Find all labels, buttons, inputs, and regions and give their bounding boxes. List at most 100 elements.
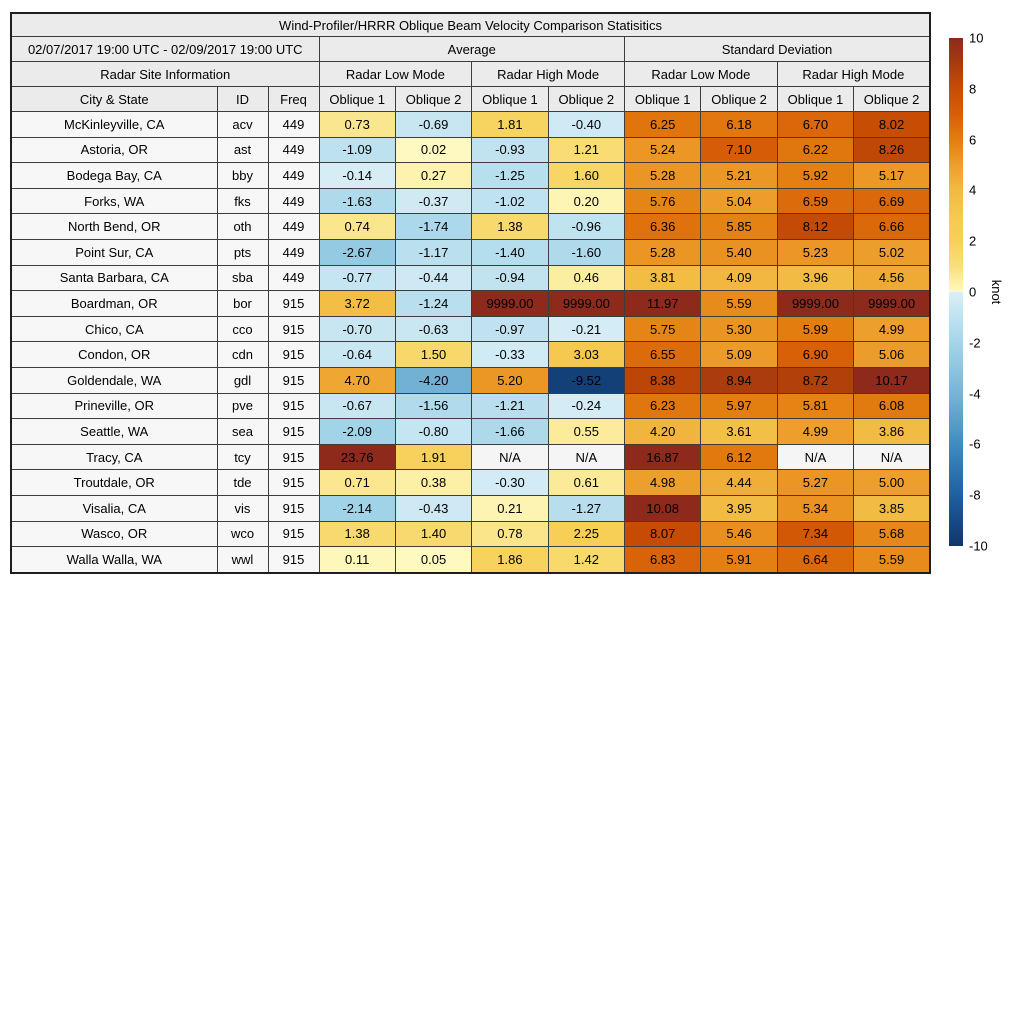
value-cell: 5.92 xyxy=(776,162,855,189)
city-cell: Wasco, OR xyxy=(10,520,218,548)
freq-cell: 449 xyxy=(267,213,320,240)
site-id-cell: wco xyxy=(216,520,269,548)
value-cell: -2.14 xyxy=(318,494,396,522)
value-cell: -1.56 xyxy=(394,392,473,420)
value-cell: 5.23 xyxy=(776,238,855,266)
value-cell: 5.91 xyxy=(700,546,778,574)
freq-cell: 915 xyxy=(267,392,320,420)
city-cell: Forks, WA xyxy=(10,187,218,215)
value-cell: 3.81 xyxy=(623,264,702,292)
freq-cell: 449 xyxy=(267,187,320,215)
freq-cell: 915 xyxy=(267,290,320,317)
value-cell: 0.78 xyxy=(471,520,549,548)
value-cell: 5.34 xyxy=(776,494,855,522)
colorbar-tick-label: -8 xyxy=(969,487,981,503)
col-header-oblique: Oblique 1 xyxy=(471,86,549,112)
value-cell: 0.05 xyxy=(394,546,473,574)
value-cell: 5.09 xyxy=(700,341,778,368)
site-id-cell: acv xyxy=(216,111,269,138)
value-cell: 8.12 xyxy=(776,213,855,240)
value-cell: 0.27 xyxy=(394,162,473,189)
table-row: Condon, OR cdn 915 -0.64 1.50 -0.33 3.03 6.55 5.… xyxy=(10,341,931,368)
city-cell: Tracy, CA xyxy=(10,443,218,471)
value-cell: 5.02 xyxy=(853,238,931,266)
value-cell: 9999.00 xyxy=(853,290,931,317)
value-cell: 8.72 xyxy=(776,366,855,394)
value-cell: -0.33 xyxy=(471,341,549,368)
table-row: Forks, WA fks 449 -1.63 -0.37 -1.02 0.20 5.76 5.… xyxy=(10,187,931,215)
freq-cell: 915 xyxy=(267,494,320,522)
city-cell: Bodega Bay, CA xyxy=(10,162,218,189)
value-cell: 4.20 xyxy=(623,418,702,445)
colorbar-tick-label: -2 xyxy=(969,335,981,351)
value-cell: 4.99 xyxy=(853,315,931,343)
city-cell: Goldendale, WA xyxy=(10,366,218,394)
freq-cell: 449 xyxy=(267,136,320,164)
value-cell: 5.81 xyxy=(776,392,855,420)
value-cell: -0.93 xyxy=(471,136,549,164)
value-cell: 6.66 xyxy=(853,213,931,240)
value-cell: 5.24 xyxy=(623,136,702,164)
value-cell: 5.99 xyxy=(776,315,855,343)
col-header-oblique: Oblique 2 xyxy=(700,86,778,112)
value-cell: 5.68 xyxy=(853,520,931,548)
value-cell: -0.14 xyxy=(318,162,396,189)
value-cell: -0.21 xyxy=(547,315,626,343)
table-row: Wasco, OR wco 915 1.38 1.40 0.78 2.25 8.07 5.46 7… xyxy=(10,520,931,548)
colorbar: 10 8 6 4 2 0 -2 -4 -6 -8 -10 knot xyxy=(949,32,1024,553)
col-header-oblique: Oblique 1 xyxy=(318,86,396,112)
value-cell: 4.70 xyxy=(318,366,396,394)
site-id-cell: sba xyxy=(216,264,269,292)
value-cell: 3.86 xyxy=(853,418,931,445)
colorbar-tick-label: 4 xyxy=(969,182,977,198)
freq-cell: 915 xyxy=(267,520,320,548)
value-cell: 0.74 xyxy=(318,213,396,240)
value-cell: 8.02 xyxy=(853,111,931,138)
table-row: McKinleyville, CA acv 449 0.73 -0.69 1.81 -0.4… xyxy=(10,111,931,138)
value-cell: 1.40 xyxy=(394,520,473,548)
value-cell: 6.59 xyxy=(776,187,855,215)
value-cell: -1.60 xyxy=(547,238,626,266)
value-cell: -0.44 xyxy=(394,264,473,292)
value-cell: 4.44 xyxy=(700,469,778,496)
group-header-average: Average xyxy=(318,36,625,62)
value-cell: 3.85 xyxy=(853,494,931,522)
value-cell: 8.26 xyxy=(853,136,931,164)
colorbar-tick-label: 10 xyxy=(969,30,984,46)
value-cell: 5.21 xyxy=(700,162,778,189)
value-cell: 2.25 xyxy=(547,520,626,548)
freq-cell: 915 xyxy=(267,418,320,445)
site-id-cell: vis xyxy=(216,494,269,522)
value-cell: -2.67 xyxy=(318,238,396,266)
value-cell: 6.64 xyxy=(776,546,855,574)
value-cell: -0.24 xyxy=(547,392,626,420)
value-cell: 6.69 xyxy=(853,187,931,215)
value-cell: -0.70 xyxy=(318,315,396,343)
table-row: Astoria, OR ast 449 -1.09 0.02 -0.93 1.21 5.24 7… xyxy=(10,136,931,164)
city-cell: Walla Walla, WA xyxy=(10,546,218,574)
freq-cell: 449 xyxy=(267,238,320,266)
value-cell: 1.38 xyxy=(471,213,549,240)
value-cell: -1.25 xyxy=(471,162,549,189)
value-cell: 6.25 xyxy=(623,111,702,138)
value-cell: 1.21 xyxy=(547,136,626,164)
value-cell: -0.30 xyxy=(471,469,549,496)
value-cell: 3.72 xyxy=(318,290,396,317)
freq-cell: 915 xyxy=(267,366,320,394)
col-header-oblique: Oblique 2 xyxy=(853,86,931,112)
value-cell: 5.06 xyxy=(853,341,931,368)
value-cell: -0.97 xyxy=(471,315,549,343)
value-cell: 3.96 xyxy=(776,264,855,292)
site-id-cell: wwl xyxy=(216,546,269,574)
value-cell: 5.20 xyxy=(471,366,549,394)
mode-header-avg-high: Radar High Mode xyxy=(471,61,625,87)
table-row: North Bend, OR oth 449 0.74 -1.74 1.38 -0.96 6.… xyxy=(10,213,931,240)
value-cell: 0.55 xyxy=(547,418,626,445)
colorbar-tick-label: -6 xyxy=(969,436,981,452)
value-cell: N/A xyxy=(853,443,931,471)
value-cell: 0.46 xyxy=(547,264,626,292)
value-cell: 3.61 xyxy=(700,418,778,445)
city-cell: Troutdale, OR xyxy=(10,469,218,496)
value-cell: 5.28 xyxy=(623,162,702,189)
value-cell: -1.02 xyxy=(471,187,549,215)
